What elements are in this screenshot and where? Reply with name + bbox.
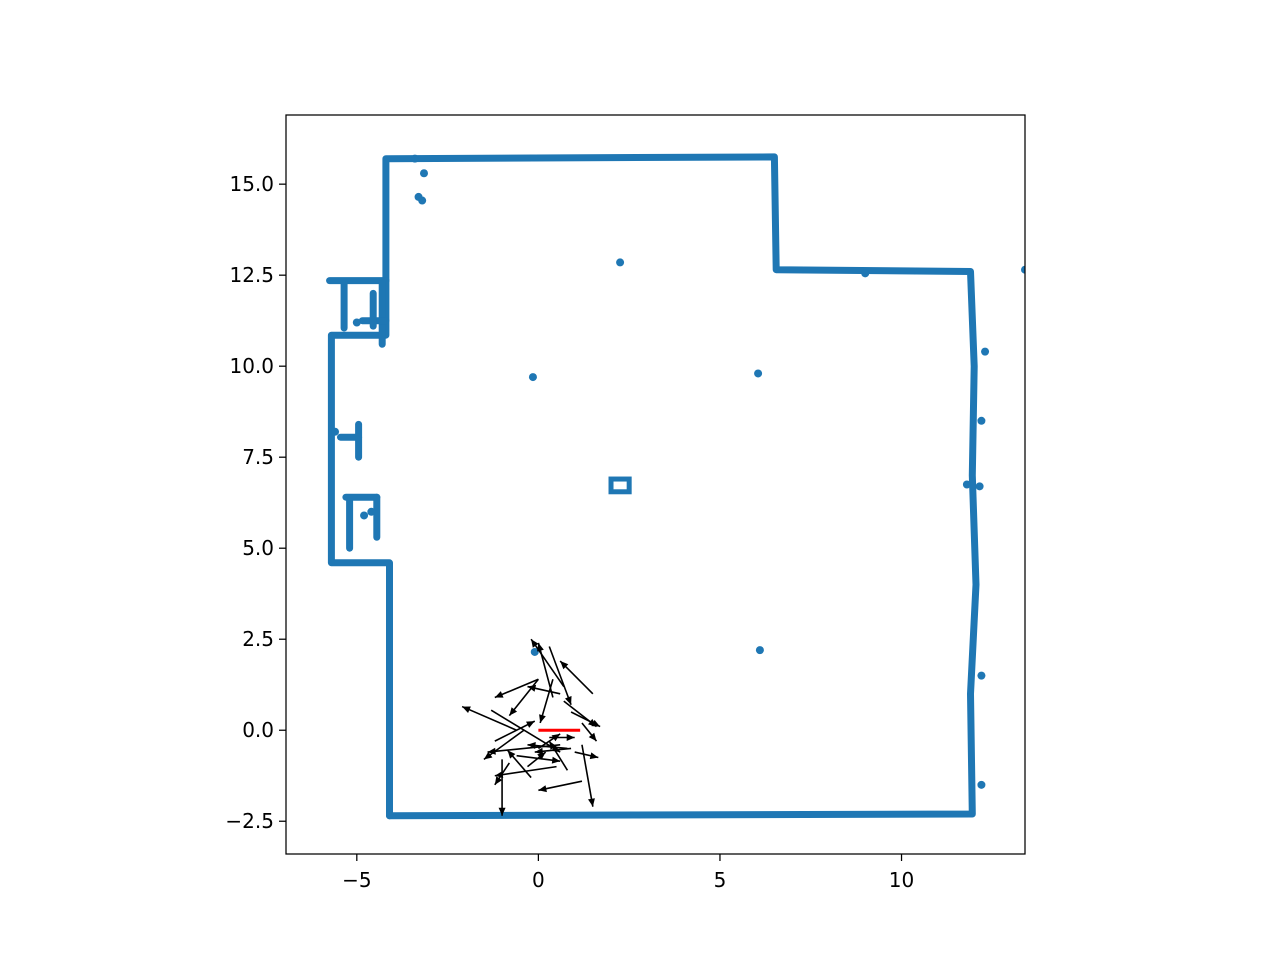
arrow-5 — [508, 678, 540, 717]
obstacle-point-14 — [975, 482, 984, 491]
arrow-22 — [538, 780, 583, 793]
arrow-head-2 — [531, 639, 539, 648]
arrow-head-0 — [560, 661, 569, 670]
arrow-21 — [581, 744, 595, 807]
arrow-head-7 — [539, 714, 546, 723]
arrow-18 — [574, 751, 599, 760]
arrow-head-15 — [566, 734, 575, 742]
arrow-13 — [483, 729, 525, 760]
x-tick-label-3: 10 — [889, 868, 914, 892]
arrow-head-4 — [494, 691, 504, 698]
obstacle-point-8 — [530, 647, 539, 656]
obstacle-point-6 — [754, 369, 763, 378]
obstacle-point-16 — [981, 347, 990, 356]
y-tick-label-2: 2.5 — [242, 627, 274, 651]
arrow-26 — [498, 759, 506, 816]
arrow-10 — [581, 722, 598, 742]
obstacle-point-4 — [528, 373, 537, 382]
quiver-arrows — [461, 638, 601, 816]
obstacle-point-13 — [977, 671, 986, 680]
obstacle-point-1 — [418, 196, 427, 205]
x-tick-label-2: 5 — [714, 868, 727, 892]
arrow-shaft-11 — [490, 709, 561, 753]
y-tick-label-1: 0.0 — [242, 718, 274, 742]
arrow-17 — [534, 747, 572, 755]
obstacle-point-15 — [977, 416, 986, 425]
arrow-shaft-21 — [581, 744, 594, 807]
arrow-head-22 — [538, 785, 547, 793]
arrow-head-26 — [498, 807, 506, 816]
arrow-head-28 — [537, 752, 546, 760]
arrow-head-6 — [537, 642, 544, 652]
arrow-1 — [548, 646, 572, 706]
obstacle-point-2 — [419, 169, 428, 178]
obstacle-point-11 — [331, 427, 340, 436]
arrow-head-9 — [591, 719, 601, 727]
arrow-head-13 — [483, 751, 493, 760]
obstacle-point-18 — [1021, 265, 1025, 274]
wall-segment-2 — [327, 277, 393, 820]
y-tick-label-3: 5.0 — [242, 536, 274, 560]
arrow-head-21 — [588, 798, 595, 807]
obstacle-point-10 — [367, 507, 376, 516]
arrow-28 — [526, 751, 547, 768]
arrow-shaft-1 — [548, 646, 572, 706]
obstacle-point-20 — [962, 480, 971, 489]
arrow-25 — [506, 749, 532, 779]
arrow-12 — [461, 705, 517, 731]
arrow-shaft-13 — [483, 729, 525, 760]
arrow-head-24 — [494, 776, 503, 785]
arrow-4 — [494, 678, 539, 699]
arrow-head-16 — [487, 747, 496, 755]
y-tick-label-5: 10.0 — [229, 354, 274, 378]
axes-frame — [285, 114, 1026, 855]
obstacle-point-12 — [352, 318, 361, 327]
arrow-head-18 — [589, 752, 599, 760]
obstacle-point-19 — [861, 269, 870, 278]
arrow-29 — [527, 742, 568, 750]
arrow-14 — [494, 720, 536, 742]
y-tick-label-0: −2.5 — [225, 809, 274, 833]
scatter-points — [326, 153, 1025, 820]
obstacle-box-0 — [608, 476, 632, 495]
arrow-head-19 — [551, 756, 561, 764]
x-tick-label-0: −5 — [342, 868, 371, 892]
wall-segment-0 — [382, 153, 980, 820]
arrow-head-25 — [507, 750, 516, 759]
arrow-0 — [559, 660, 594, 695]
y-tick-label-7: 15.0 — [229, 172, 274, 196]
arrow-head-17 — [534, 747, 544, 755]
x-tick-label-1: 0 — [532, 868, 545, 892]
arrow-7 — [539, 679, 554, 724]
arrow-head-12 — [462, 706, 471, 713]
obstacle-point-7 — [755, 646, 764, 655]
arrow-head-1 — [564, 696, 572, 705]
arrow-head-29 — [527, 742, 536, 749]
obstacle-point-17 — [977, 780, 986, 789]
obstacle-point-9 — [360, 511, 369, 520]
obstacle-point-5 — [616, 258, 625, 267]
arrow-head-14 — [526, 721, 535, 728]
arrow-shaft-12 — [461, 705, 517, 731]
y-tick-label-4: 7.5 — [242, 445, 274, 469]
arrow-head-27 — [551, 733, 561, 742]
obstacle-point-3 — [410, 154, 419, 163]
arrow-2 — [530, 638, 565, 687]
y-tick-label-6: 12.5 — [229, 263, 274, 287]
arrow-shaft-2 — [530, 638, 565, 687]
arrow-head-5 — [509, 707, 518, 716]
arrow-head-10 — [588, 732, 597, 742]
axis-ticks: −5 0 5 10 −2.5 0.0 2.5 5.0 7.5 10.0 12.5 15.0 — [225, 172, 914, 892]
arrow-9 — [570, 711, 601, 728]
